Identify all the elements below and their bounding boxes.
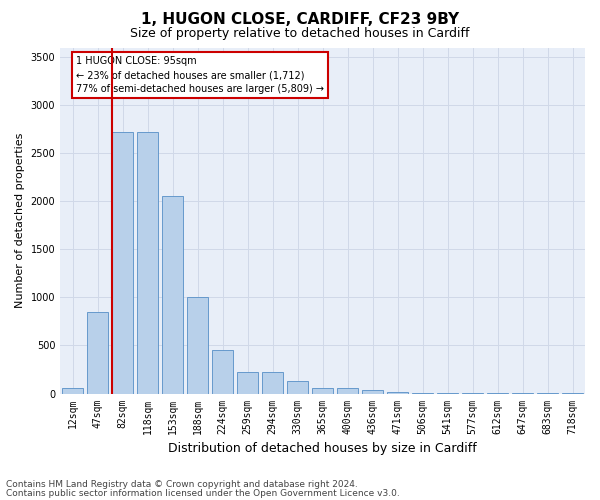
Bar: [287, 381, 308, 394]
Bar: [62, 388, 83, 394]
Bar: [87, 312, 108, 394]
Bar: [387, 392, 408, 394]
Bar: [187, 298, 208, 394]
Bar: [162, 196, 183, 394]
Text: 1 HUGON CLOSE: 95sqm
← 23% of detached houses are smaller (1,712)
77% of semi-de: 1 HUGON CLOSE: 95sqm ← 23% of detached h…: [76, 56, 324, 94]
Bar: [237, 372, 258, 394]
Bar: [362, 390, 383, 394]
Bar: [112, 132, 133, 394]
Bar: [262, 372, 283, 394]
Bar: [312, 388, 333, 394]
X-axis label: Distribution of detached houses by size in Cardiff: Distribution of detached houses by size …: [168, 442, 477, 455]
Bar: [337, 388, 358, 394]
Text: Contains HM Land Registry data © Crown copyright and database right 2024.: Contains HM Land Registry data © Crown c…: [6, 480, 358, 489]
Text: Contains public sector information licensed under the Open Government Licence v3: Contains public sector information licen…: [6, 489, 400, 498]
Text: Size of property relative to detached houses in Cardiff: Size of property relative to detached ho…: [130, 28, 470, 40]
Text: 1, HUGON CLOSE, CARDIFF, CF23 9BY: 1, HUGON CLOSE, CARDIFF, CF23 9BY: [141, 12, 459, 28]
Bar: [137, 132, 158, 394]
Bar: [212, 350, 233, 394]
Y-axis label: Number of detached properties: Number of detached properties: [15, 133, 25, 308]
